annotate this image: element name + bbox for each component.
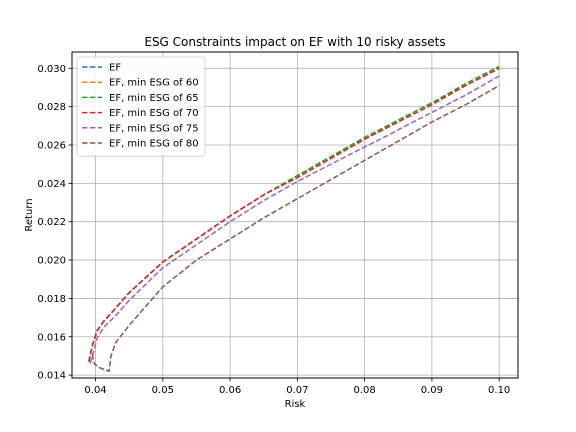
y-tick-label: 0.018 (37, 294, 66, 305)
y-tick-label: 0.028 (37, 102, 66, 113)
legend-label-2: EF, min ESG of 60 (109, 78, 199, 89)
y-tick-label: 0.020 (37, 256, 66, 267)
x-axis-label: Risk (285, 399, 306, 410)
y-tick-label: 0.026 (37, 141, 66, 152)
legend: EF EF, min ESG of 60 EF, min ESG of 65 EF, … (77, 57, 205, 156)
legend-label-5: EF, min ESG of 75 (109, 123, 199, 134)
legend-label-6: EF, min ESG of 80 (109, 139, 199, 150)
y-tick-label: 0.014 (37, 371, 66, 382)
y-tick-label: 0.022 (37, 217, 66, 228)
legend-label-4: EF, min ESG of 70 (109, 108, 199, 119)
x-tick-label: 0.06 (219, 385, 241, 396)
x-tick-label: 0.07 (286, 385, 308, 396)
legend-label-3: EF, min ESG of 65 (109, 93, 199, 104)
x-tick-label: 0.04 (84, 385, 106, 396)
y-tick-label: 0.016 (37, 332, 66, 343)
y-tick-label: 0.024 (37, 179, 66, 190)
chart-title: ESG Constraints impact on EF with 10 ris… (144, 35, 445, 49)
y-tick-label: 0.030 (37, 64, 66, 75)
y-axis-label: Return (24, 198, 35, 231)
x-tick-label: 0.09 (421, 385, 443, 396)
legend-label-1: EF (109, 63, 121, 74)
x-tick-label: 0.08 (353, 385, 375, 396)
x-tick-label: 0.10 (488, 385, 510, 396)
x-tick-label: 0.05 (152, 385, 174, 396)
